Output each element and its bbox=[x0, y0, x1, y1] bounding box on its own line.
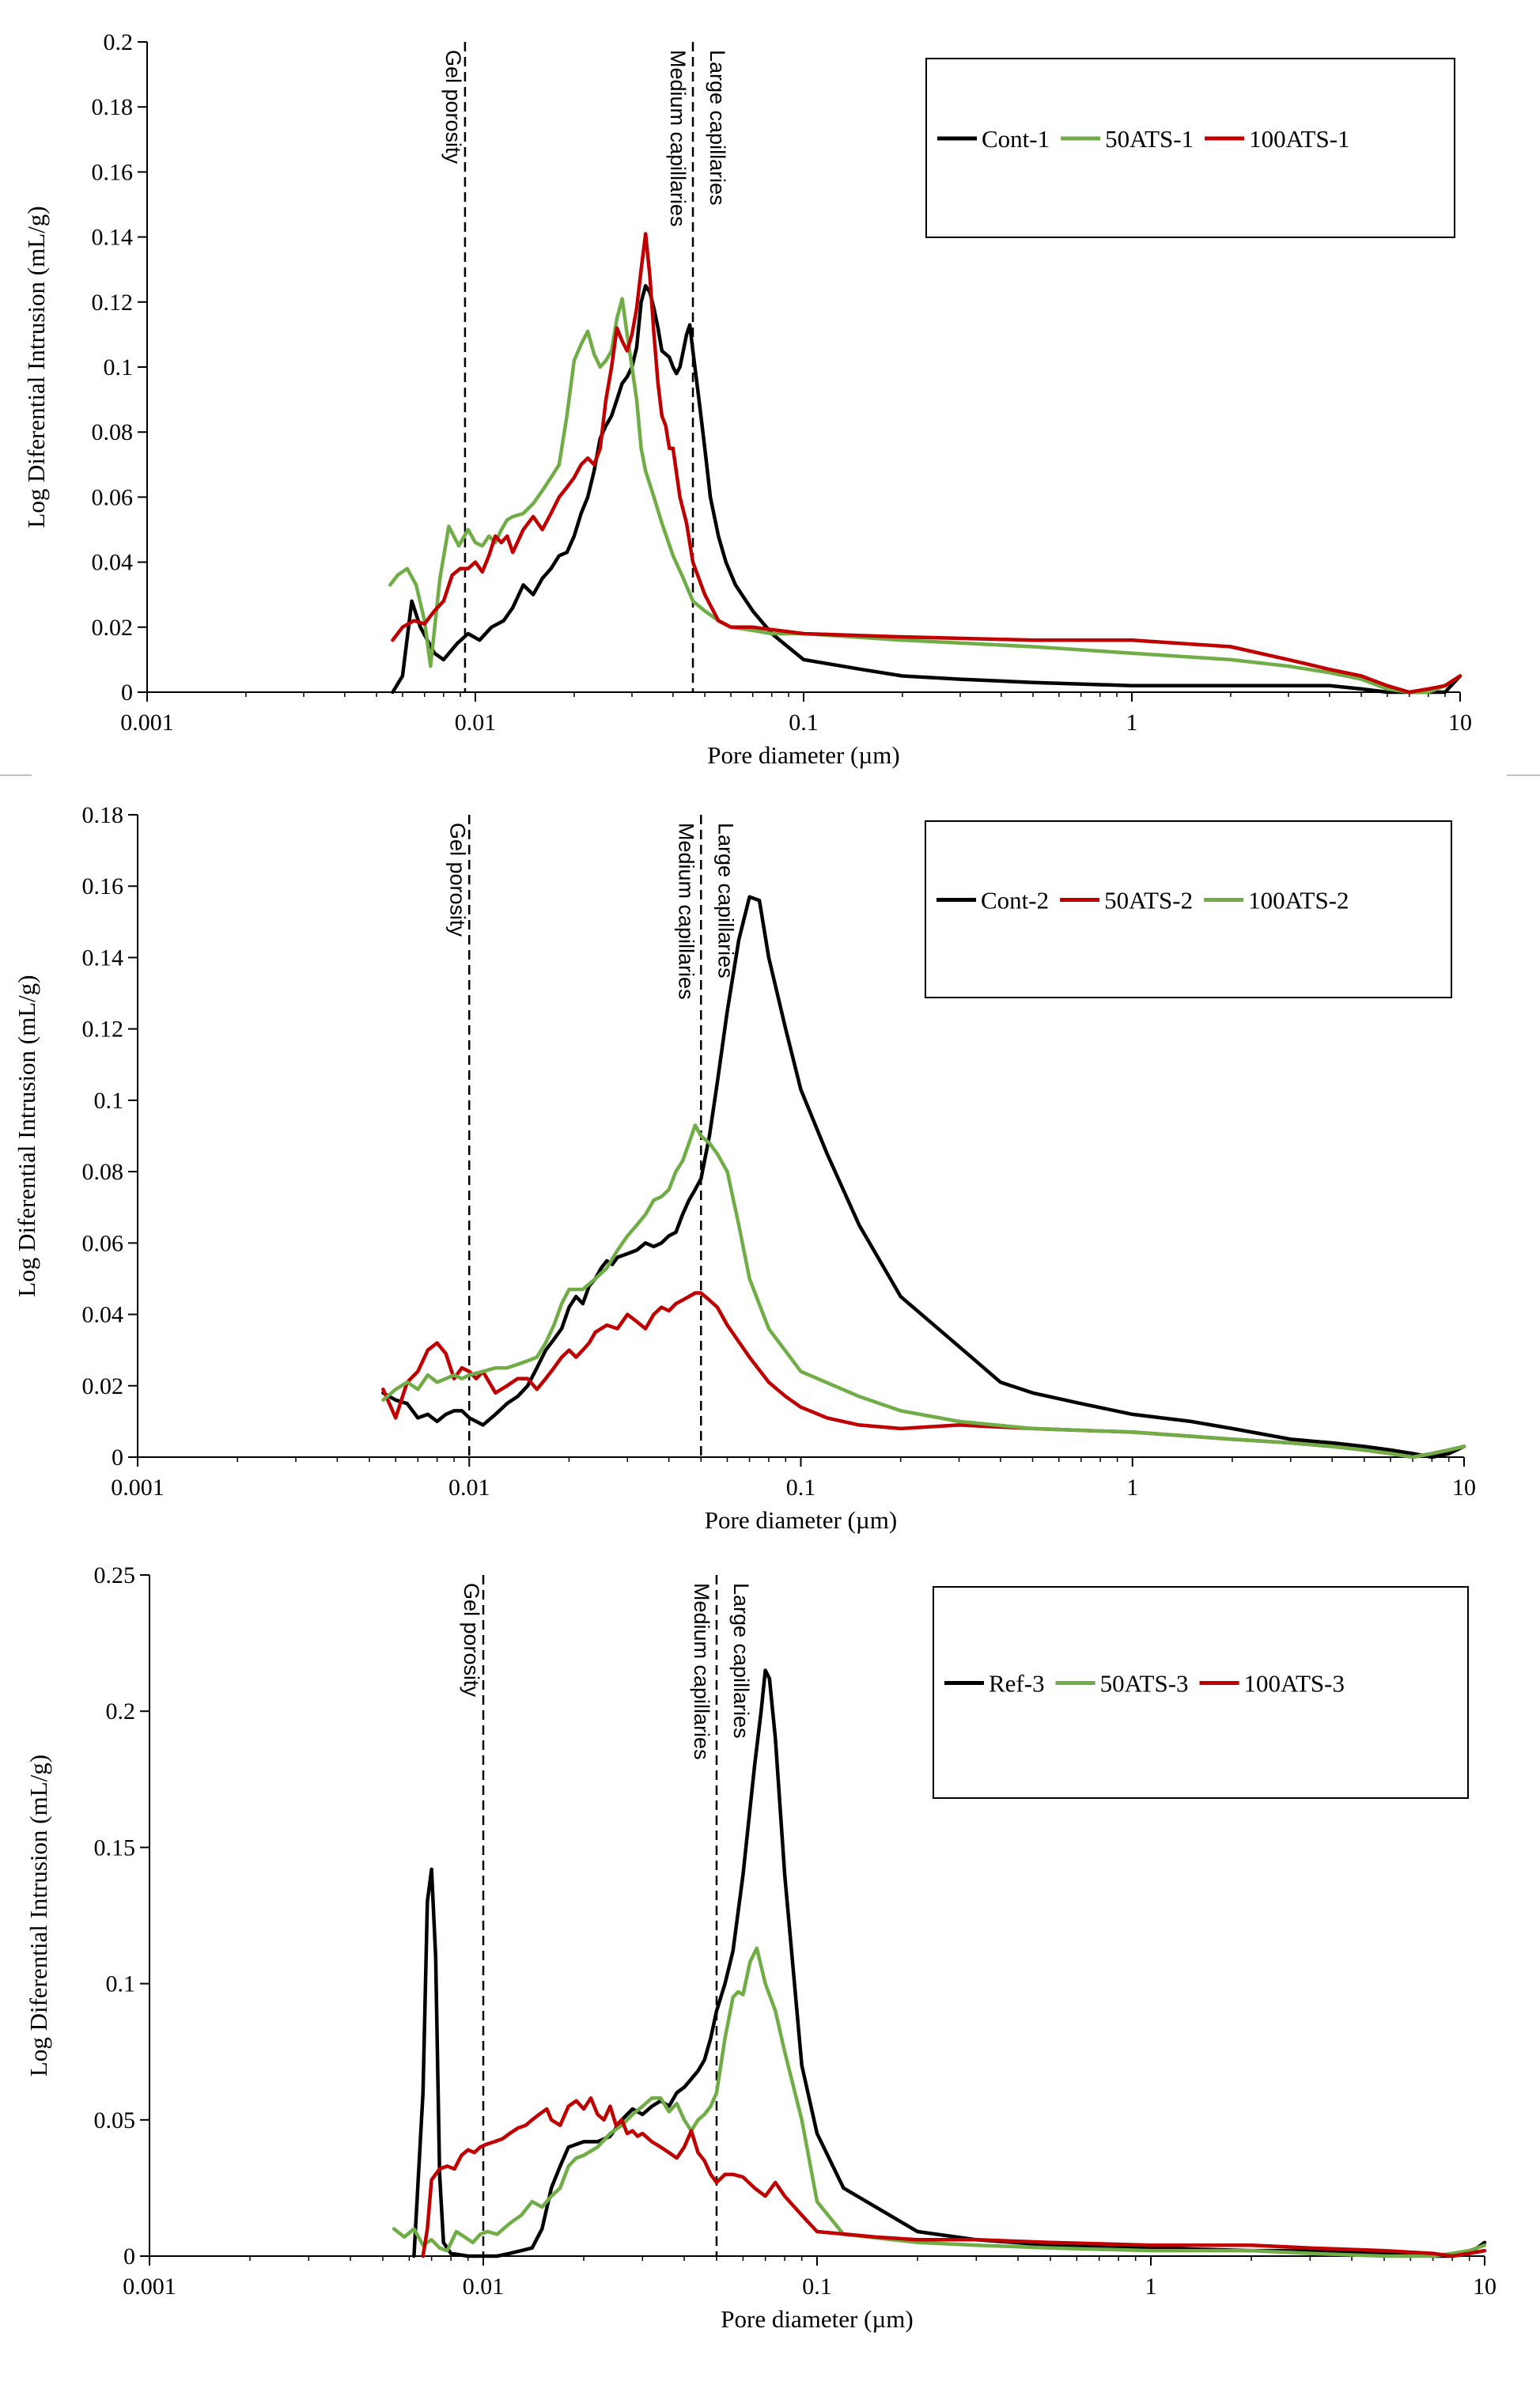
legend-label-100ATS-3: 100ATS-3 bbox=[1244, 1670, 1345, 1698]
y-tick-label: 0.04 bbox=[92, 550, 134, 576]
legend-box bbox=[925, 820, 1452, 998]
y-tick-label: 0.02 bbox=[92, 615, 134, 641]
x-axis-title: Pore diameter (µm) bbox=[721, 2305, 913, 2333]
y-tick-label: 0 bbox=[123, 2243, 135, 2270]
y-axis-title: Log Diferential Intrusion (mL/g) bbox=[13, 975, 40, 1297]
x-tick-label: 10 bbox=[1452, 1475, 1476, 1501]
y-axis-title: Log Diferential Intrusion (mL/g) bbox=[25, 1755, 52, 2077]
y-tick-label: 0.16 bbox=[92, 159, 134, 185]
y-tick-label: 0.05 bbox=[94, 2107, 136, 2133]
legend-label-100ATS-2: 100ATS-2 bbox=[1248, 887, 1349, 914]
x-tick-label: 0.001 bbox=[120, 710, 174, 736]
y-tick-label: 0.2 bbox=[106, 1698, 136, 1725]
legend-label-50ATS-1: 50ATS-1 bbox=[1105, 125, 1194, 153]
legend-box bbox=[933, 1586, 1469, 1799]
gel-porosity-label: Gel porosity bbox=[460, 1583, 483, 1698]
legend-label-Cont-1: Cont-1 bbox=[982, 125, 1050, 153]
x-axis-title: Pore diameter (µm) bbox=[705, 1506, 897, 1534]
y-tick-label: 0.25 bbox=[94, 1562, 136, 1588]
y-tick-label: 0.18 bbox=[92, 94, 134, 120]
y-tick-label: 0.1 bbox=[94, 1088, 124, 1114]
series-line-100ATS-3 bbox=[421, 2096, 1487, 2258]
x-tick-label: 1 bbox=[1126, 1475, 1138, 1501]
y-tick-label: 0.1 bbox=[104, 354, 134, 380]
y-tick-label: 0.2 bbox=[104, 29, 134, 55]
y-tick-label: 0.06 bbox=[92, 484, 134, 510]
y-tick-label: 0.12 bbox=[92, 290, 134, 316]
x-tick-label: 1 bbox=[1126, 710, 1138, 736]
series-line-Cont-2 bbox=[381, 895, 1466, 1460]
y-tick-label: 0.15 bbox=[94, 1834, 136, 1861]
legend-label-Ref-3: Ref-3 bbox=[989, 1670, 1045, 1698]
y-tick-label: 0.06 bbox=[82, 1230, 124, 1256]
x-tick-label: 0.001 bbox=[123, 2274, 176, 2300]
series-line-50ATS-3 bbox=[392, 1946, 1487, 2258]
y-tick-label: 0.18 bbox=[82, 802, 124, 828]
series-line-Cont-1 bbox=[391, 284, 1462, 695]
y-axis-title: Log Diferential Intrusion (mL/g) bbox=[22, 206, 50, 528]
x-tick-label: 0.1 bbox=[786, 1475, 816, 1501]
medium-capillaries-label: Medium capillaries bbox=[690, 1583, 713, 1760]
series-line-Ref-3 bbox=[412, 1668, 1487, 2258]
chart-1: 0 0.02 0.04 0.06 0.08 0.1 0.12 0.14 0.16 0.18 0.2 0… bbox=[22, 29, 1472, 769]
y-tick-label: 0 bbox=[112, 1444, 123, 1471]
x-tick-label: 10 bbox=[1473, 2274, 1496, 2300]
y-tick-label: 0.08 bbox=[82, 1159, 124, 1185]
y-tick-label: 0.08 bbox=[92, 419, 134, 445]
x-tick-label: 0.1 bbox=[789, 710, 819, 736]
large-capillaries-label: Large capillaries bbox=[729, 1583, 753, 1739]
y-tick-label: 0.14 bbox=[92, 225, 134, 251]
y-tick-label: 0 bbox=[121, 680, 133, 706]
y-tick-label: 0.12 bbox=[82, 1017, 124, 1043]
legend-label-50ATS-3: 50ATS-3 bbox=[1100, 1670, 1189, 1698]
series-line-100ATS-1 bbox=[391, 232, 1462, 695]
large-capillaries-label: Large capillaries bbox=[713, 823, 737, 979]
y-tick-label: 0.02 bbox=[82, 1373, 124, 1399]
y-tick-label: 0.04 bbox=[82, 1302, 124, 1328]
x-tick-label: 0.1 bbox=[802, 2274, 832, 2300]
y-tick-label: 0.16 bbox=[82, 873, 124, 899]
large-capillaries-label: Large capillaries bbox=[706, 50, 729, 206]
series-line-100ATS-2 bbox=[381, 1123, 1466, 1460]
x-axis-title: Pore diameter (µm) bbox=[707, 741, 899, 769]
legend-box bbox=[925, 58, 1455, 238]
legend-label-Cont-2: Cont-2 bbox=[981, 887, 1049, 914]
gel-porosity-label: Gel porosity bbox=[441, 50, 465, 165]
x-tick-label: 0.01 bbox=[463, 2274, 505, 2300]
gel-porosity-label: Gel porosity bbox=[445, 823, 469, 937]
chart-2: 0 0.02 0.04 0.06 0.08 0.1 0.12 0.14 0.16 0.18 0.00… bbox=[13, 802, 1476, 1534]
x-tick-label: 10 bbox=[1448, 710, 1472, 736]
medium-capillaries-label: Medium capillaries bbox=[674, 823, 698, 1000]
y-tick-label: 0.14 bbox=[82, 945, 124, 971]
chart-3: 0 0.05 0.1 0.15 0.2 0.25 0.001 0.01 0.1 1 10 Pore d… bbox=[25, 1562, 1496, 2333]
legend-label-100ATS-1: 100ATS-1 bbox=[1249, 125, 1349, 153]
x-tick-label: 0.01 bbox=[455, 710, 497, 736]
legend-label-50ATS-2: 50ATS-2 bbox=[1104, 887, 1193, 914]
y-tick-label: 0.1 bbox=[106, 1971, 136, 1997]
x-tick-label: 0.001 bbox=[111, 1475, 165, 1501]
medium-capillaries-label: Medium capillaries bbox=[666, 50, 690, 227]
x-tick-label: 1 bbox=[1145, 2274, 1157, 2300]
x-tick-label: 0.01 bbox=[448, 1475, 490, 1501]
